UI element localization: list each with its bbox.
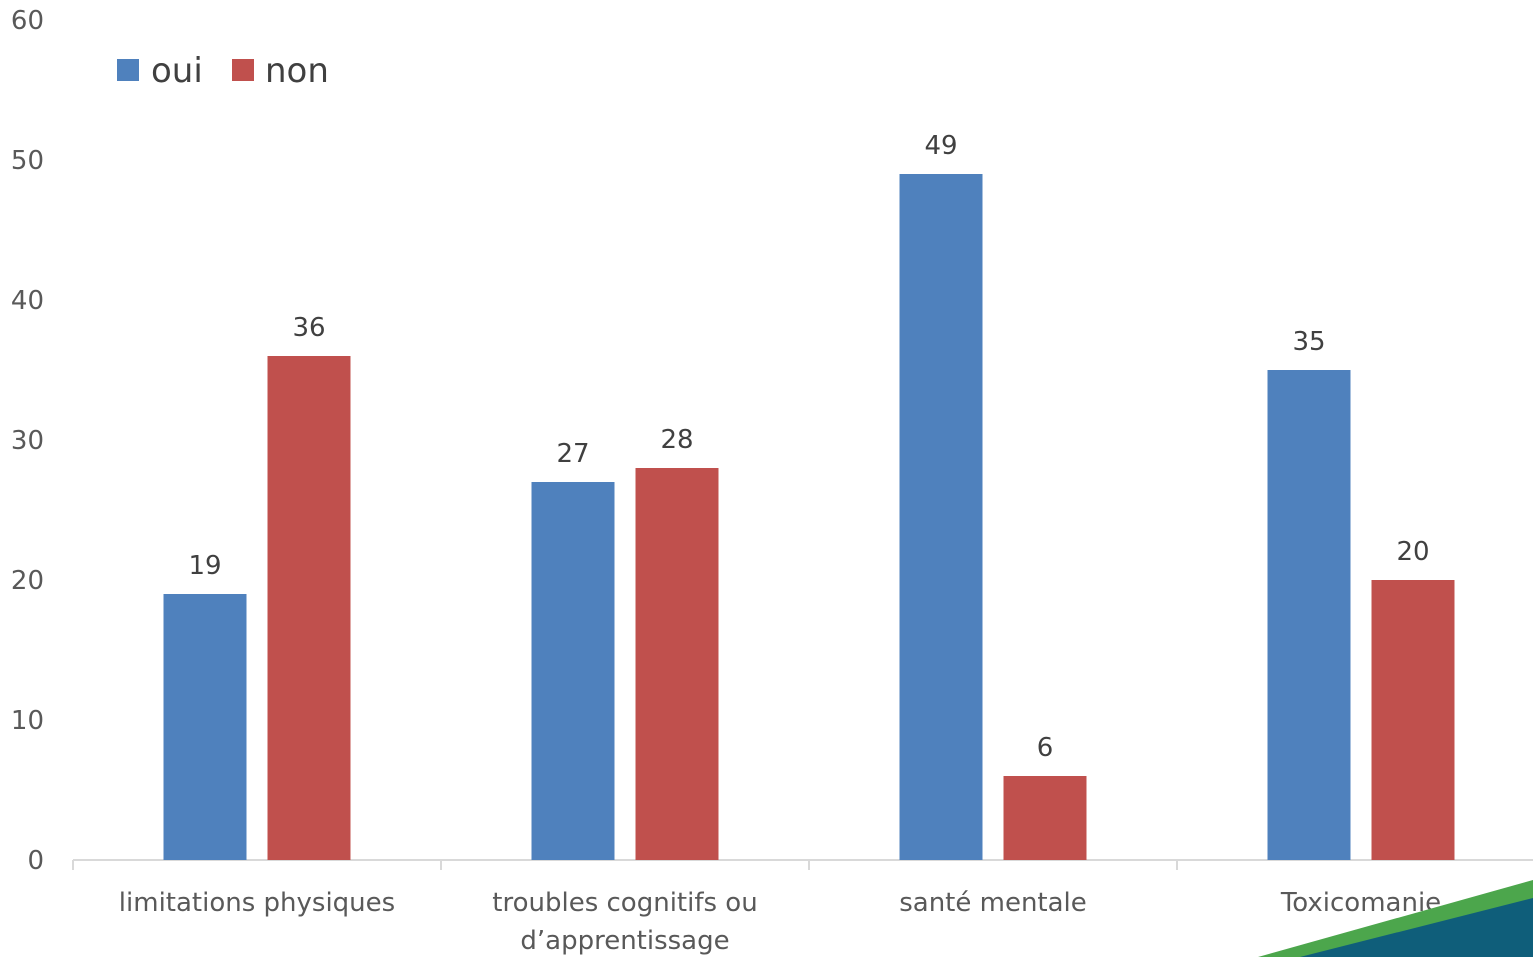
legend: oui non	[117, 51, 329, 91]
bar-non	[635, 468, 719, 860]
bar-oui	[1267, 370, 1351, 860]
y-axis-ticks: 0 10 20 30 40 50 60	[11, 6, 44, 876]
category-label: Toxicomanie	[1280, 888, 1441, 918]
data-label-oui: 19	[188, 551, 221, 581]
y-tick-label: 0	[27, 846, 44, 876]
data-label-oui: 49	[924, 131, 957, 161]
data-label-oui: 35	[1292, 327, 1325, 357]
corner-decoration	[1258, 880, 1533, 957]
y-tick-label: 10	[11, 706, 44, 736]
data-label-oui: 27	[556, 439, 589, 469]
corner-swoosh-blue	[1300, 898, 1533, 957]
bar-non	[267, 356, 351, 860]
y-tick-label: 20	[11, 566, 44, 596]
y-tick-label: 50	[11, 146, 44, 176]
y-tick-label: 40	[11, 286, 44, 316]
bar-oui	[163, 594, 247, 860]
bar-oui	[899, 174, 983, 860]
bar-oui	[531, 482, 615, 860]
y-tick-label: 30	[11, 426, 44, 456]
category-label: d’apprentissage	[520, 926, 729, 956]
data-label-non: 36	[292, 313, 325, 343]
category-label: limitations physiques	[119, 888, 395, 918]
bar-non	[1371, 580, 1455, 860]
x-axis	[72, 859, 1533, 870]
legend-label-oui: oui	[151, 51, 203, 91]
category-labels: limitations physiques troubles cognitifs …	[119, 888, 1441, 956]
y-tick-label: 60	[11, 6, 44, 36]
legend-swatch-oui	[117, 59, 139, 81]
category-label: santé mentale	[899, 888, 1087, 918]
data-label-non: 28	[660, 425, 693, 455]
data-label-non: 6	[1037, 733, 1054, 763]
data-label-non: 20	[1396, 537, 1429, 567]
category-label: troubles cognitifs ou	[492, 888, 757, 918]
legend-label-non: non	[265, 51, 329, 91]
data-labels: 19 36 27 28 49 6 35 20	[188, 131, 1429, 763]
bars	[163, 174, 1455, 860]
legend-swatch-non	[232, 59, 254, 81]
bar-non	[1003, 776, 1087, 860]
